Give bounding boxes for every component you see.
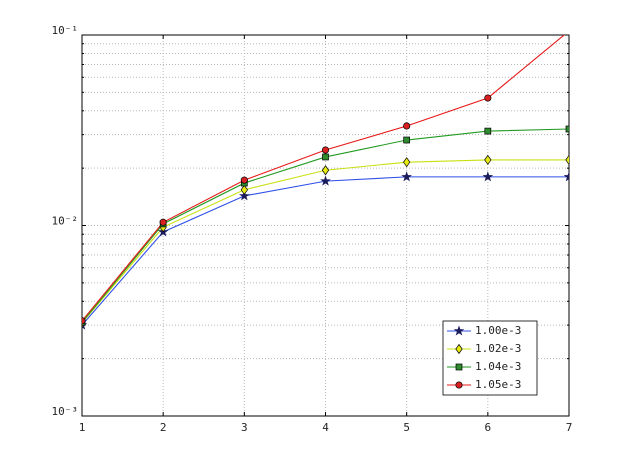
- marker: [563, 171, 569, 182]
- legend: 1.00e-3 1.02e-3 1.04e-3 1.05e-3: [442, 320, 538, 396]
- legend-label: 1.02e-3: [475, 342, 521, 355]
- legend-label: 1.00e-3: [475, 324, 521, 337]
- marker: [159, 218, 167, 226]
- x-tick-label: 2: [160, 421, 167, 434]
- plot-area: [82, 35, 569, 330]
- y-tick-label: 10⁻¹: [52, 24, 79, 37]
- marker: [565, 154, 569, 165]
- legend-marker: [455, 363, 463, 371]
- marker: [403, 157, 411, 168]
- plot-frame: [81, 34, 570, 417]
- marker: [322, 153, 329, 161]
- legend-marker: [453, 325, 465, 336]
- x-tick-label: 1: [79, 421, 86, 434]
- marker: [401, 171, 412, 182]
- marker: [565, 125, 569, 133]
- x-tick-label: 6: [485, 421, 492, 434]
- marker: [482, 171, 494, 182]
- marker: [321, 165, 330, 176]
- marker: [403, 122, 411, 130]
- x-tick-label: 4: [322, 421, 329, 434]
- marker: [484, 127, 492, 135]
- y-tick-label: 10⁻³: [52, 405, 79, 418]
- legend-marker: [455, 343, 463, 355]
- x-tick-label: 5: [403, 421, 410, 434]
- x-tick-label: 3: [241, 421, 248, 434]
- marker: [240, 176, 248, 184]
- legend-marker: [455, 381, 463, 389]
- marker: [403, 136, 411, 144]
- legend-label: 1.04e-3: [475, 360, 521, 373]
- marker: [320, 175, 331, 186]
- marker: [321, 146, 330, 154]
- marker: [484, 154, 492, 165]
- legend-label: 1.05e-3: [475, 378, 521, 391]
- x-tick-label: 7: [566, 421, 573, 434]
- marker: [484, 94, 492, 102]
- y-tick-label: 10⁻²: [52, 215, 79, 228]
- marker: [82, 317, 86, 325]
- marker: [239, 190, 250, 201]
- marker: [240, 184, 248, 195]
